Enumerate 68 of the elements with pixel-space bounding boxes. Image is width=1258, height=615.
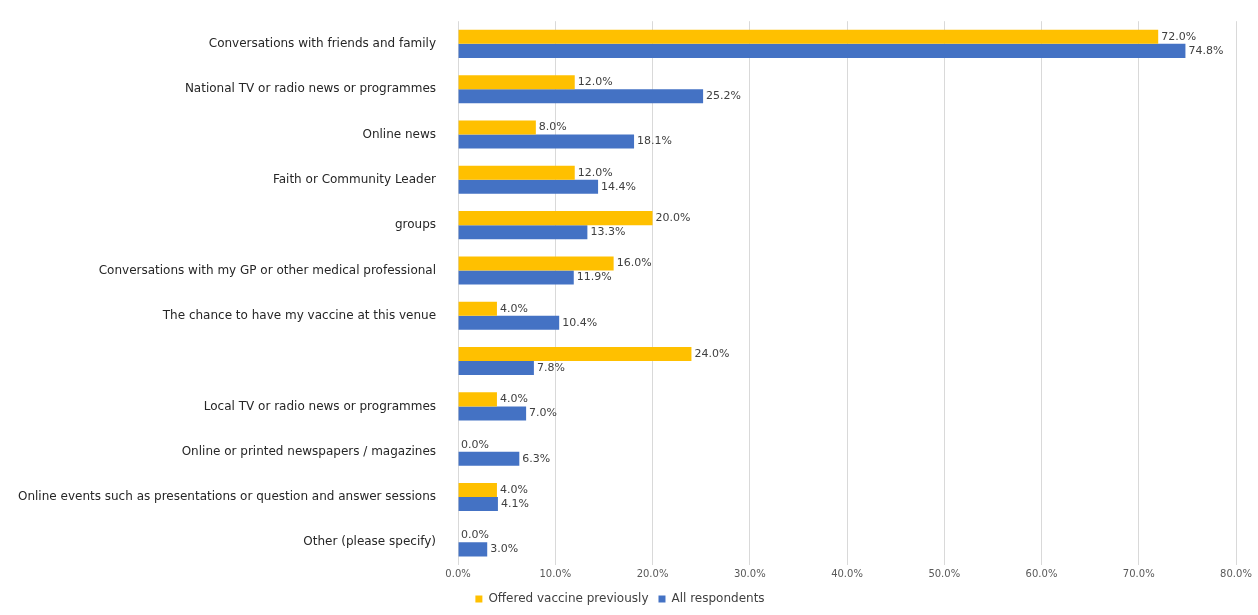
- data-label: 10.4%: [562, 315, 598, 329]
- x-tick-label: 20.0%: [636, 567, 669, 579]
- x-tick-label: 10.0%: [539, 567, 572, 579]
- data-label: 16.0%: [616, 256, 652, 270]
- bar: [458, 225, 588, 240]
- bar: [458, 120, 536, 135]
- y-tick-label: Online news: [362, 126, 437, 141]
- bar: [458, 392, 497, 407]
- y-tick-label: Online events such as presentations or question and answer sessions: [17, 489, 437, 504]
- bar: [458, 179, 599, 194]
- x-tick-label: 70.0%: [1122, 567, 1155, 579]
- y-tick-label: National TV or radio news or programmes: [184, 81, 437, 96]
- bar: [458, 347, 692, 362]
- bar: [458, 315, 560, 330]
- bar: [458, 301, 497, 316]
- bar: [458, 29, 1159, 44]
- bar: [458, 89, 704, 104]
- data-label: 6.3%: [522, 451, 551, 465]
- y-tick-label: Conversations with friends and family: [208, 35, 437, 50]
- y-tick-label: Local TV or radio news or programmes: [203, 398, 437, 413]
- data-label: 7.8%: [536, 360, 565, 374]
- bar: [458, 482, 497, 498]
- x-tick-label: 60.0%: [1025, 567, 1058, 579]
- data-label: 0.0%: [461, 437, 489, 451]
- data-label: 7.0%: [529, 406, 558, 420]
- data-label: 4.0%: [499, 392, 528, 406]
- x-tick-label: 50.0%: [928, 567, 961, 579]
- data-label: 4.0%: [499, 482, 528, 496]
- data-label: 72.0%: [1161, 29, 1197, 43]
- bar: [458, 406, 527, 421]
- data-label: 0.0%: [461, 528, 489, 542]
- bar: [458, 43, 1186, 58]
- bar: [458, 361, 534, 376]
- data-label: 12.0%: [577, 75, 613, 89]
- x-tick-label: 80.0%: [1220, 567, 1252, 579]
- x-tick-label: 0.0%: [445, 567, 471, 579]
- legend-label: All respondents: [671, 591, 765, 606]
- bar: [458, 165, 575, 180]
- data-label: 4.1%: [500, 496, 529, 510]
- data-label: 3.0%: [490, 542, 519, 556]
- y-tick-label: Other (please specify): [303, 534, 437, 549]
- data-label: 74.8%: [1188, 43, 1224, 57]
- data-label: 11.9%: [576, 270, 612, 284]
- bar: [458, 256, 614, 271]
- bar: [458, 542, 488, 557]
- y-tick-label: Online or printed newspapers / magazines: [181, 443, 437, 458]
- bar: [458, 211, 653, 226]
- y-tick-label: Faith or Community Leader: [272, 171, 437, 186]
- data-label: 18.1%: [637, 134, 673, 148]
- bar: [458, 75, 575, 90]
- x-tick-label: 40.0%: [831, 567, 863, 579]
- data-label: 8.0%: [538, 120, 567, 134]
- data-label: 4.0%: [499, 301, 528, 315]
- data-label: 25.2%: [706, 89, 742, 103]
- data-label: 20.0%: [655, 210, 691, 224]
- data-label: 13.3%: [590, 225, 626, 239]
- bar: [458, 451, 520, 466]
- y-tick-label: The chance to have my vaccine at this venue: [161, 307, 437, 322]
- y-tick-label: Conversations with my GP or other medical professional: [98, 262, 437, 277]
- data-label: 14.4%: [601, 179, 637, 193]
- bar: [458, 497, 498, 512]
- bar: [458, 134, 635, 149]
- legend-label: Offered vaccine previously: [488, 591, 649, 606]
- data-label: 24.0%: [694, 346, 730, 360]
- x-tick-label: 30.0%: [733, 567, 766, 579]
- bar: [458, 270, 574, 285]
- data-label: 12.0%: [577, 165, 613, 179]
- y-tick-label: groups: [394, 217, 437, 232]
